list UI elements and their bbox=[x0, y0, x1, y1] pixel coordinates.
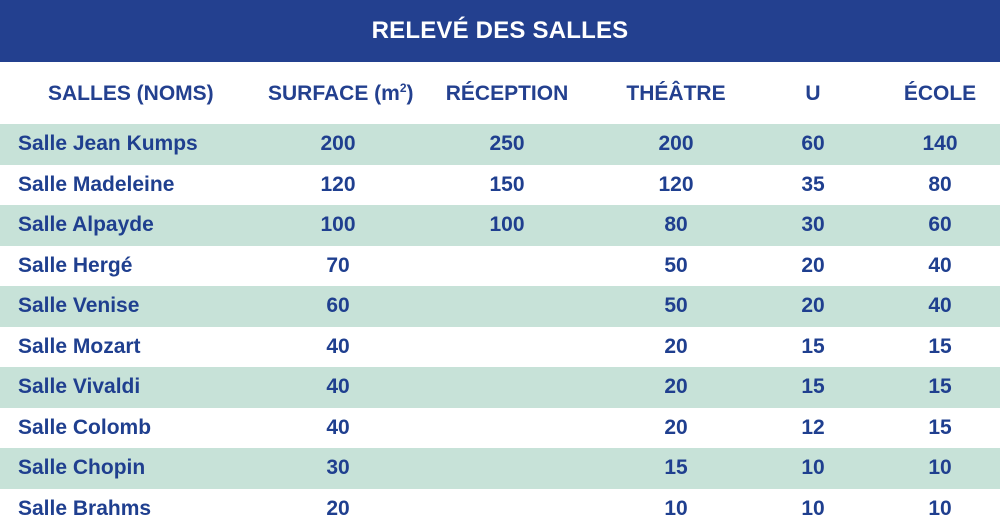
ecole-cell: 40 bbox=[928, 253, 952, 277]
surface-cell: 120 bbox=[320, 172, 356, 196]
table-row: Salle Hergé 70 50 20 40 bbox=[0, 246, 1000, 287]
ecole-cell: 15 bbox=[928, 375, 952, 399]
header-surface-label: SURFACE (m bbox=[268, 82, 400, 105]
header-u: U bbox=[805, 82, 821, 105]
theatre-cell: 50 bbox=[664, 294, 688, 318]
u-cell: 60 bbox=[801, 132, 825, 156]
reception-cell: 150 bbox=[489, 172, 525, 196]
reception-cell: 100 bbox=[489, 213, 525, 237]
room-name-cell: Salle Jean Kumps bbox=[18, 132, 198, 156]
surface-cell: 200 bbox=[320, 132, 356, 156]
table-row: Salle Vivaldi 40 20 15 15 bbox=[0, 367, 1000, 408]
u-cell: 30 bbox=[801, 213, 825, 237]
header-theatre: THÉÂTRE bbox=[626, 82, 726, 105]
theatre-cell: 50 bbox=[664, 253, 688, 277]
surface-cell: 30 bbox=[326, 456, 350, 480]
table-body: Salle Jean Kumps 200 250 200 60 140 Salle Made… bbox=[0, 124, 1000, 529]
rooms-table: SALLES (NOMS) SURFACE (m2) RÉCEPTION THÉ… bbox=[0, 62, 1000, 529]
theatre-cell: 20 bbox=[664, 334, 688, 358]
room-name-cell: Salle Hergé bbox=[18, 253, 133, 277]
table-row: Salle Alpayde 100 100 80 30 60 bbox=[0, 205, 1000, 246]
room-name-cell: Salle Mozart bbox=[18, 334, 141, 358]
surface-cell: 20 bbox=[326, 496, 350, 520]
u-cell: 20 bbox=[801, 294, 825, 318]
table-row: Salle Madeleine 120 150 120 35 80 bbox=[0, 165, 1000, 206]
room-name-cell: Salle Madeleine bbox=[18, 172, 175, 196]
table-row: Salle Venise 60 50 20 40 bbox=[0, 286, 1000, 327]
table-row: Salle Jean Kumps 200 250 200 60 140 bbox=[0, 124, 1000, 165]
theatre-cell: 20 bbox=[664, 375, 688, 399]
ecole-cell: 40 bbox=[928, 294, 952, 318]
header-surface: SURFACE (m2) bbox=[268, 81, 414, 106]
room-name-cell: Salle Chopin bbox=[18, 456, 146, 480]
theatre-cell: 20 bbox=[664, 415, 688, 439]
ecole-cell: 80 bbox=[928, 172, 952, 196]
table-row: Salle Brahms 20 10 10 10 bbox=[0, 489, 1000, 530]
room-name-cell: Salle Alpayde bbox=[18, 213, 154, 237]
theatre-cell: 120 bbox=[658, 172, 694, 196]
surface-cell: 40 bbox=[326, 334, 350, 358]
u-cell: 15 bbox=[801, 375, 825, 399]
surface-cell: 40 bbox=[326, 375, 350, 399]
header-surface-suffix: ) bbox=[406, 82, 414, 105]
reception-cell: 250 bbox=[489, 132, 525, 156]
u-cell: 20 bbox=[801, 253, 825, 277]
room-name-cell: Salle Brahms bbox=[18, 496, 152, 520]
table-row: Salle Mozart 40 20 15 15 bbox=[0, 327, 1000, 368]
ecole-cell: 10 bbox=[928, 496, 952, 520]
theatre-cell: 200 bbox=[658, 132, 694, 156]
table-row: Salle Chopin 30 15 10 10 bbox=[0, 448, 1000, 489]
theatre-cell: 80 bbox=[664, 213, 688, 237]
table-row: Salle Colomb 40 20 12 15 bbox=[0, 408, 1000, 449]
u-cell: 10 bbox=[801, 456, 825, 480]
header-salles-noms: SALLES (NOMS) bbox=[48, 82, 214, 105]
header-ecole: ÉCOLE bbox=[903, 82, 977, 105]
table-header-row: SALLES (NOMS) SURFACE (m2) RÉCEPTION THÉ… bbox=[0, 62, 1000, 124]
header-reception: RÉCEPTION bbox=[445, 82, 569, 105]
ecole-cell: 10 bbox=[928, 456, 952, 480]
u-cell: 10 bbox=[801, 496, 825, 520]
surface-cell: 60 bbox=[326, 294, 350, 318]
ecole-cell: 15 bbox=[928, 334, 952, 358]
surface-cell: 70 bbox=[326, 253, 350, 277]
title-banner: RELEVÉ DES SALLES bbox=[0, 0, 1000, 62]
room-name-cell: Salle Colomb bbox=[18, 415, 152, 439]
theatre-cell: 10 bbox=[664, 496, 688, 520]
ecole-cell: 140 bbox=[922, 132, 958, 156]
header-surface-superscript: 2 bbox=[399, 81, 407, 95]
u-cell: 15 bbox=[801, 334, 825, 358]
ecole-cell: 60 bbox=[928, 213, 952, 237]
room-name-cell: Salle Vivaldi bbox=[18, 375, 141, 399]
u-cell: 12 bbox=[801, 415, 825, 439]
surface-cell: 100 bbox=[320, 213, 356, 237]
surface-cell: 40 bbox=[326, 415, 350, 439]
page-title: RELEVÉ DES SALLES bbox=[371, 17, 629, 44]
ecole-cell: 15 bbox=[928, 415, 952, 439]
theatre-cell: 15 bbox=[664, 456, 688, 480]
room-name-cell: Salle Venise bbox=[18, 294, 140, 318]
u-cell: 35 bbox=[801, 172, 825, 196]
